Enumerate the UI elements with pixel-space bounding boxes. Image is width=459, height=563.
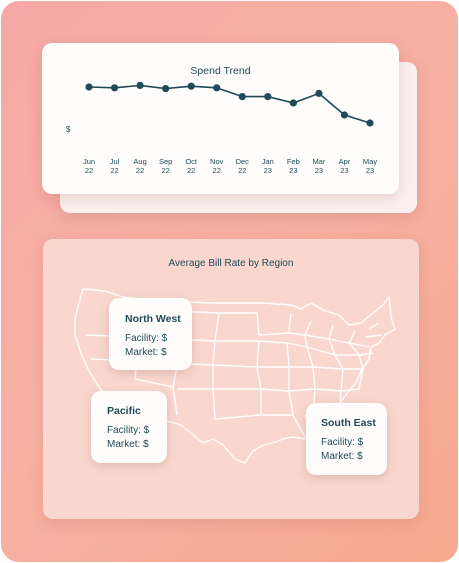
market-rate: Market: $ — [107, 439, 149, 450]
month-tick-label: Dec 22 — [227, 157, 257, 175]
facility-rate: Facility: $ — [321, 437, 364, 448]
month-year: 22 — [84, 166, 94, 175]
data-point[interactable] — [136, 81, 144, 89]
month-year: 22 — [135, 166, 145, 175]
month-year: 22 — [110, 166, 119, 175]
data-point[interactable] — [315, 89, 323, 97]
month-name: Dec — [235, 157, 249, 166]
y-axis-unit: $ — [66, 125, 71, 134]
data-point[interactable] — [187, 82, 195, 90]
data-point[interactable] — [366, 119, 374, 127]
region-name: North West — [125, 313, 181, 325]
month-tick-label: Feb 23 — [278, 157, 308, 175]
region-callout-north-west[interactable]: North West Facility: $ Market: $ — [109, 298, 192, 370]
month-name: May — [362, 157, 378, 166]
month-year: 23 — [263, 166, 272, 175]
month-name: Nov — [210, 157, 224, 166]
month-year: 23 — [289, 166, 298, 175]
region-name: Pacific — [107, 405, 141, 417]
month-name: Aug — [133, 157, 147, 166]
data-point[interactable] — [162, 85, 170, 93]
data-point[interactable] — [213, 84, 221, 92]
region-callout-pacific[interactable]: Pacific Facility: $ Market: $ — [91, 391, 167, 463]
month-year: 22 — [161, 166, 170, 175]
data-point[interactable] — [340, 111, 349, 119]
month-tick-label: Aug 22 — [125, 157, 155, 175]
data-point[interactable] — [238, 93, 246, 101]
month-year: 22 — [187, 166, 196, 175]
month-tick-label: Jul 22 — [100, 157, 130, 175]
facility-rate: Facility: $ — [107, 425, 150, 436]
month-name: Sep — [158, 157, 173, 166]
month-name: Jul — [109, 157, 120, 166]
region-name: South East — [321, 417, 376, 429]
month-tick-label: Apr 23 — [329, 157, 359, 175]
map-title: Average Bill Rate by Region — [168, 258, 294, 269]
month-tick-label: Oct 22 — [176, 157, 206, 175]
region-callout-south-east[interactable]: South East Facility: $ Market: $ — [306, 403, 387, 475]
spend-trend-title: Spend Trend — [190, 65, 251, 77]
month-year: 23 — [340, 166, 349, 175]
month-tick-label: Nov 22 — [202, 157, 232, 175]
data-point[interactable] — [289, 99, 297, 107]
month-year: 23 — [314, 166, 324, 175]
month-year: 23 — [365, 166, 375, 175]
month-year: 22 — [212, 166, 221, 175]
month-tick-label: Sep 22 — [151, 157, 181, 175]
data-point[interactable] — [264, 93, 272, 101]
month-tick-label: Jun 22 — [74, 157, 104, 175]
month-tick-label: Jan 23 — [253, 157, 283, 175]
month-name: Apr — [338, 157, 351, 166]
data-point[interactable] — [85, 83, 93, 91]
market-rate: Market: $ — [321, 451, 363, 462]
facility-rate: Facility: $ — [125, 333, 168, 344]
month-name: Oct — [185, 157, 197, 166]
month-name: Feb — [286, 157, 300, 166]
month-tick-label: May 23 — [355, 157, 385, 175]
market-rate: Market: $ — [125, 347, 167, 358]
bill-rate-map-card: Average Bill Rate by Region — [43, 239, 419, 519]
spend-trend-chart — [85, 81, 374, 127]
month-year: 22 — [238, 166, 247, 175]
spend-trend-card: Spend Trend $ Jun 22 Jul 22 Aug 22 Sep 22 Oct 22 N… — [42, 43, 399, 194]
month-name: Mar — [312, 157, 326, 166]
month-tick-label: Mar 23 — [304, 157, 334, 175]
us-map — [74, 288, 396, 464]
spend-trend-line — [88, 84, 371, 124]
month-name: Jan — [261, 157, 274, 166]
data-point[interactable] — [110, 84, 119, 92]
month-name: Jun — [82, 157, 96, 166]
